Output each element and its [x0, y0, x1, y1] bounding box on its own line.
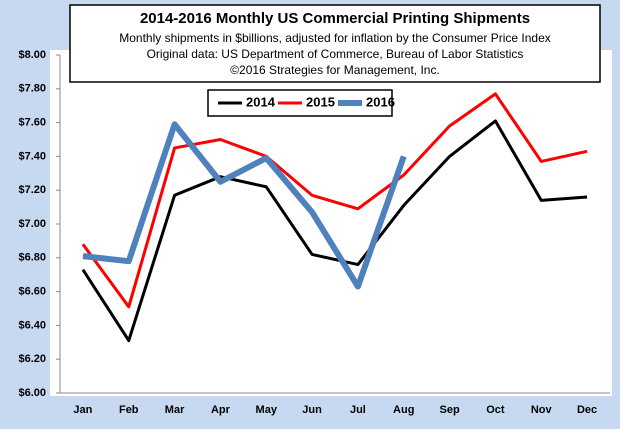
x-tick-label: Jan	[73, 404, 92, 416]
x-tick-label: Dec	[577, 404, 597, 416]
title-box	[69, 4, 601, 83]
y-tick-label: $7.60	[18, 117, 46, 129]
x-tick-label: Oct	[486, 404, 505, 416]
series-line	[82, 121, 407, 290]
x-tick-label: Aug	[393, 404, 414, 416]
legend-label: 2016	[366, 94, 395, 109]
y-tick-label: $6.40	[18, 319, 46, 331]
y-tick-label: $6.00	[18, 387, 46, 399]
y-tick-label: $7.80	[18, 83, 46, 95]
y-tick-label: $8.00	[18, 49, 46, 61]
legend-label: 2014	[246, 94, 276, 109]
chart-title: 2014-2016 Monthly US Commercial Printing…	[140, 10, 530, 27]
y-tick-label: $7.00	[18, 218, 46, 230]
series-line	[81, 92, 588, 309]
x-tick-label: May	[256, 404, 278, 416]
subtitle: Monthly shipments in $billions, adjusted…	[119, 31, 551, 45]
y-tick-label: $7.40	[18, 150, 46, 162]
x-tick-label: Feb	[119, 404, 139, 416]
subtitle: Original data: US Department of Commerce…	[147, 47, 524, 61]
subtitle: ©2016 Strategies for Management, Inc.	[230, 63, 440, 77]
y-tick-label: $7.20	[18, 184, 46, 196]
x-tick-label: Mar	[165, 404, 185, 416]
legend-label: 2015	[306, 94, 335, 109]
x-tick-label: Jun	[302, 404, 322, 416]
x-tick-label: Apr	[211, 404, 231, 416]
x-tick-label: Nov	[531, 404, 553, 416]
x-tick-label: Jul	[350, 404, 366, 416]
series-line	[81, 119, 588, 343]
y-tick-label: $6.80	[18, 252, 46, 264]
y-tick-label: $6.20	[18, 353, 46, 365]
y-tick-label: $6.60	[18, 286, 46, 298]
x-tick-label: Sep	[439, 404, 459, 416]
